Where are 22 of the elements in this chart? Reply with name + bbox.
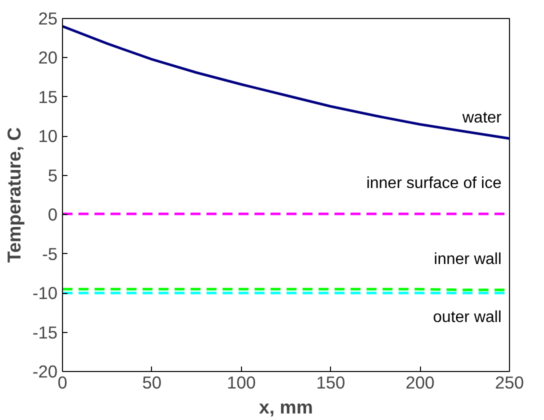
x-tick-label: 100 (226, 372, 256, 392)
series-label: outer wall (433, 309, 502, 326)
y-tick-label: 25 (38, 8, 58, 28)
y-tick-label: -5 (42, 244, 58, 264)
x-axis-title: x, mm (259, 396, 313, 418)
y-tick-label: -20 (32, 362, 58, 382)
series-label: inner surface of ice (366, 174, 502, 192)
y-tick-label: 10 (38, 126, 58, 146)
y-tick-label: -15 (32, 322, 58, 342)
series-label: inner wall (434, 250, 502, 268)
line-series (62, 25, 510, 140)
x-tick-label: 50 (142, 372, 162, 392)
y-tick-label: 0 (48, 204, 58, 225)
y-tick-label: -10 (32, 283, 58, 304)
y-tick-label: 20 (38, 48, 58, 68)
y-axis-title: Temperature, C (3, 127, 24, 263)
x-tick-label: 150 (316, 372, 346, 392)
x-tick-label: 200 (406, 372, 435, 392)
series-label: water (461, 110, 502, 127)
y-tick-label: 15 (38, 86, 58, 107)
y-tick-label: 5 (48, 165, 58, 186)
x-tick-label: 250 (495, 372, 524, 392)
